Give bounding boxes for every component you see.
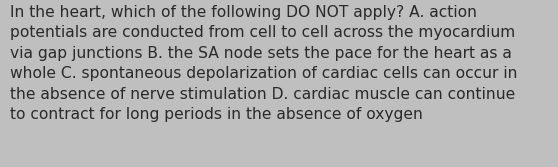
Text: In the heart, which of the following DO NOT apply? A. action
potentials are cond: In the heart, which of the following DO …	[10, 5, 517, 122]
